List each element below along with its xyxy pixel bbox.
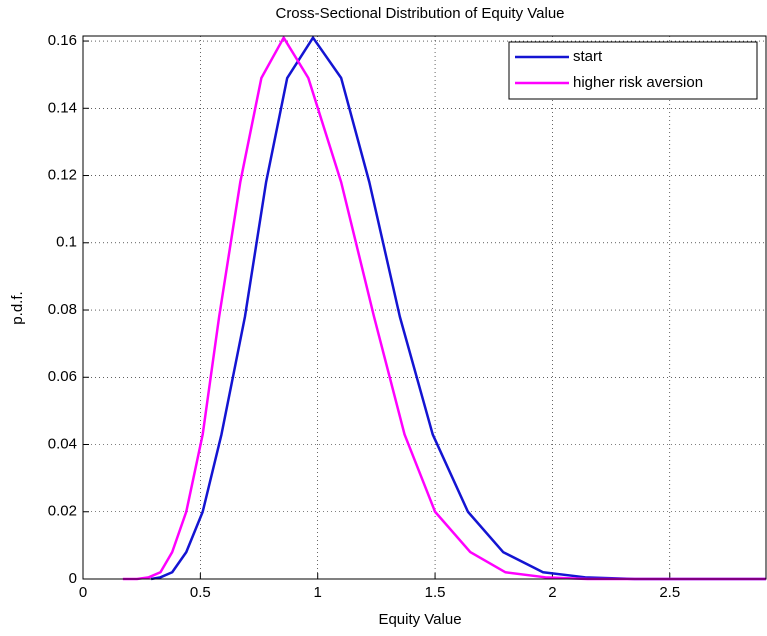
y-axis-label: p.d.f. [9,291,26,324]
data-line [122,36,766,581]
x-tick-label: 2.5 [659,584,680,601]
y-tick-label: 0.06 [48,368,77,385]
x-axis-label: Equity Value [378,611,461,628]
plot-frame [82,35,767,580]
x-tick-label: 0.5 [190,584,211,601]
legend-label: start [573,48,603,65]
chart-title: Cross-Sectional Distribution of Equity V… [275,5,564,22]
y-tick-label: 0.16 [48,32,77,49]
x-tick-label: 0 [79,584,87,601]
y-tick-label: 0.08 [48,301,77,318]
y-tick-label: 0.14 [48,99,77,116]
y-tick-label: 0.12 [48,167,77,184]
x-tick-label: 1 [314,584,322,601]
x-tick-label: 2 [548,584,556,601]
x-tick-label: 1.5 [425,584,446,601]
data-line [150,36,766,581]
plot-area [83,36,766,579]
legend-box [508,41,758,100]
y-tick-label: 0.1 [56,234,77,251]
y-tick-label: 0.04 [48,435,77,452]
legend-label: higher risk aversion [573,74,703,91]
y-tick-label: 0.02 [48,503,77,520]
y-tick-label: 0 [69,570,77,587]
